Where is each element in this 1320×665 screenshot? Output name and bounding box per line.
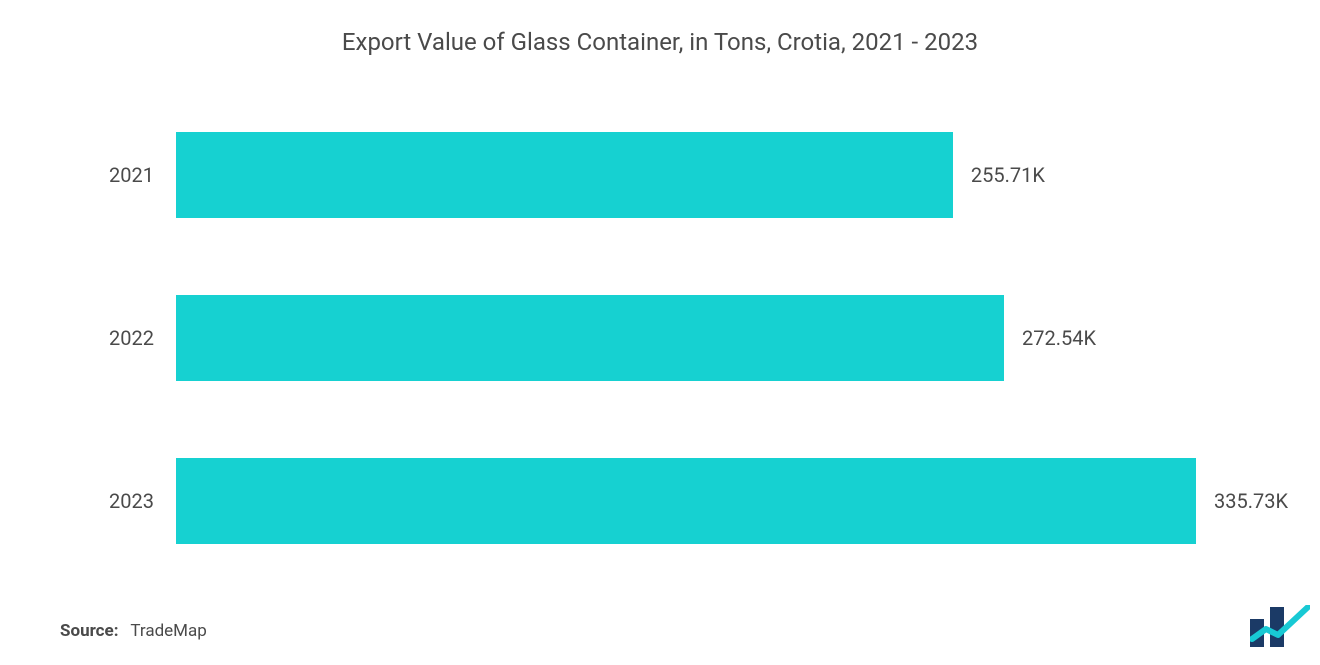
plot-area: 2021255.71K 2022272.54K 2023335.73K	[176, 132, 1196, 592]
bar	[176, 458, 1196, 544]
category-label: 2022	[44, 326, 154, 350]
chart-title: Export Value of Glass Container, in Tons…	[0, 28, 1320, 56]
value-label: 335.73K	[1214, 489, 1288, 513]
logo-trend-icon	[1250, 605, 1310, 647]
value-label: 255.71K	[971, 163, 1045, 187]
category-label: 2021	[44, 163, 154, 187]
source-line: Source: TradeMap	[60, 621, 207, 641]
bar-row: 2021255.71K	[176, 132, 1196, 218]
bar-row: 2022272.54K	[176, 295, 1196, 381]
brand-logo	[1250, 607, 1284, 647]
source-value: TradeMap	[130, 621, 206, 641]
category-label: 2023	[44, 489, 154, 513]
bar	[176, 295, 1004, 381]
source-label: Source:	[60, 621, 118, 641]
chart-container: Export Value of Glass Container, in Tons…	[0, 0, 1320, 665]
bar-row: 2023335.73K	[176, 458, 1196, 544]
value-label: 272.54K	[1022, 326, 1096, 350]
bar	[176, 132, 953, 218]
